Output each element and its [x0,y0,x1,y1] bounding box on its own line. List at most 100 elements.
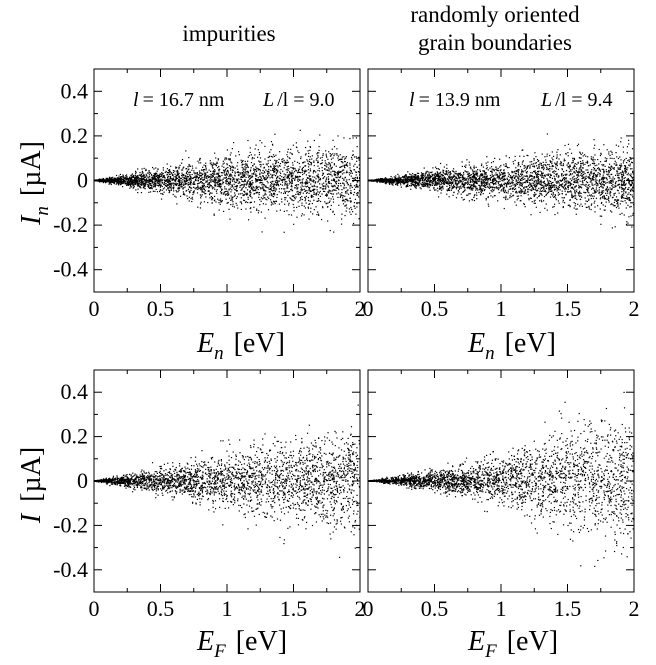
point [609,168,612,170]
point [259,172,261,174]
point [206,175,208,178]
point [328,162,330,165]
point [439,183,441,185]
point [156,174,158,176]
point [141,170,143,173]
point [114,180,116,182]
point [328,173,331,175]
point [175,196,177,198]
point [217,158,219,160]
point [249,192,251,194]
point [357,194,359,196]
point [288,171,291,173]
point [347,200,349,202]
point [627,204,629,206]
point [166,185,168,187]
point [268,191,270,193]
point [177,173,180,175]
point [166,180,168,182]
point [453,174,455,176]
point [170,177,172,180]
point [249,181,252,183]
point [240,173,242,175]
point [143,176,145,179]
point [624,169,627,172]
point [148,170,150,172]
point [168,171,170,173]
point [304,207,307,209]
point [230,173,232,175]
point [537,176,539,178]
point [344,160,346,163]
point [423,167,425,169]
point [275,169,277,171]
point [632,186,634,188]
point [237,174,240,176]
point [330,190,332,192]
point [273,168,276,170]
point [555,197,557,199]
point [250,176,253,178]
point [309,170,311,172]
point [599,215,601,217]
point [592,158,594,160]
point [593,139,595,141]
point [278,203,280,205]
point [552,165,554,167]
point [304,161,306,163]
point [551,184,553,186]
point [332,189,334,191]
point [538,187,540,190]
point [630,190,632,192]
point [414,181,416,184]
point [305,165,307,167]
point [442,182,445,184]
point [201,185,203,187]
point [199,159,201,161]
point [329,164,332,167]
point [601,201,603,204]
point [189,187,192,189]
point [621,165,623,167]
point [205,192,207,195]
point [327,179,330,181]
point [191,173,193,176]
point [294,160,296,162]
point [313,199,315,201]
point [242,194,244,197]
point [207,184,209,186]
point [494,174,496,176]
point [321,162,323,164]
point [160,178,162,180]
point [245,193,247,195]
point [603,195,605,198]
point [288,204,290,206]
point [352,211,354,213]
point [494,187,496,189]
point [213,172,215,175]
point [524,191,526,193]
point [302,185,304,188]
point [141,184,143,186]
point [105,181,107,183]
point [247,172,249,174]
point [278,180,281,182]
point [626,169,628,171]
point [306,159,308,161]
point [327,185,329,187]
point [253,206,255,208]
point [232,196,234,198]
point [241,163,244,165]
point [127,181,129,184]
point [249,207,251,210]
point [264,158,266,160]
point [469,176,472,179]
point [212,162,214,164]
point [202,168,205,171]
point [409,185,411,187]
point [522,149,524,151]
point [526,165,528,167]
point [519,200,521,202]
point [203,188,205,190]
point [542,172,544,174]
